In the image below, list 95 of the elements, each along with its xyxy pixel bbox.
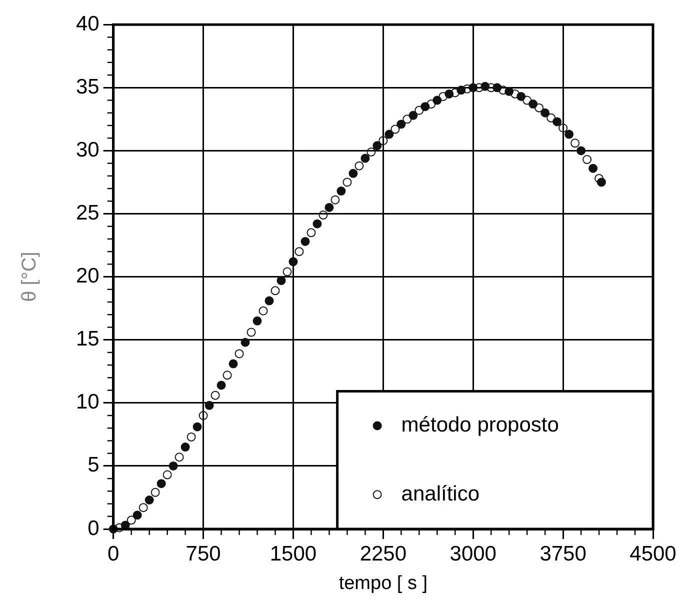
point xyxy=(582,155,592,164)
point xyxy=(162,470,172,480)
point xyxy=(510,89,520,98)
point xyxy=(180,442,190,452)
point xyxy=(444,89,454,98)
point xyxy=(258,306,268,316)
point xyxy=(528,100,538,109)
x-tick-label: 2250 xyxy=(360,542,407,566)
point xyxy=(192,422,202,432)
x-tick-label: 3750 xyxy=(540,542,586,566)
point xyxy=(138,503,148,512)
y-tick-label: 5 xyxy=(88,454,100,477)
point xyxy=(366,147,376,156)
point xyxy=(174,452,184,462)
point xyxy=(240,338,250,347)
point xyxy=(564,130,574,139)
point xyxy=(282,267,292,276)
point xyxy=(318,210,328,220)
point xyxy=(390,124,400,134)
point xyxy=(378,136,388,146)
point xyxy=(546,113,556,122)
point xyxy=(576,146,586,156)
point xyxy=(438,92,448,101)
point xyxy=(588,164,598,173)
y-tick-label: 0 xyxy=(88,516,100,540)
y-tick-label: 10 xyxy=(76,390,100,414)
point xyxy=(360,154,370,163)
point xyxy=(336,186,346,196)
point xyxy=(348,168,358,178)
x-tick-label: 4500 xyxy=(630,542,676,566)
point xyxy=(396,120,406,129)
point xyxy=(132,510,142,520)
point xyxy=(552,117,562,126)
point xyxy=(594,174,604,183)
point xyxy=(234,349,244,358)
point xyxy=(126,516,136,525)
point xyxy=(246,328,256,337)
point xyxy=(596,178,606,187)
point xyxy=(456,86,466,95)
point xyxy=(432,96,442,105)
point xyxy=(420,102,430,112)
point xyxy=(270,286,280,296)
point xyxy=(342,178,352,187)
point xyxy=(168,461,178,470)
y-tick-label: 35 xyxy=(76,75,100,98)
point xyxy=(288,257,298,266)
y-tick-label: 25 xyxy=(76,202,100,225)
point xyxy=(150,488,160,497)
point xyxy=(480,82,490,91)
point xyxy=(330,195,340,204)
y-tick-label: 15 xyxy=(76,328,100,351)
point xyxy=(198,411,208,420)
y-axis-title: θ [°C] xyxy=(18,252,41,302)
point xyxy=(570,138,580,148)
legend-label: analítico xyxy=(401,482,480,506)
point xyxy=(300,236,310,246)
point xyxy=(276,276,286,286)
y-tick-label: 20 xyxy=(76,264,100,288)
point xyxy=(534,103,544,112)
point xyxy=(186,432,196,442)
point xyxy=(324,202,334,212)
y-tick-label: 40 xyxy=(76,12,100,36)
point xyxy=(216,380,226,390)
x-tick-label: 750 xyxy=(186,542,221,566)
point xyxy=(222,370,232,380)
x-tick-label: 1500 xyxy=(270,542,317,566)
point xyxy=(372,141,382,150)
point xyxy=(504,86,514,96)
x-tick-label: 3000 xyxy=(450,542,496,566)
point xyxy=(522,96,532,105)
point xyxy=(492,83,502,92)
point xyxy=(354,161,364,170)
point xyxy=(312,219,322,228)
point xyxy=(414,106,424,115)
point xyxy=(306,228,316,238)
point xyxy=(426,100,436,109)
point xyxy=(144,495,154,504)
x-tick-label: 0 xyxy=(108,542,120,566)
y-tick-label: 30 xyxy=(76,138,100,162)
x-axis-title: tempo [ s ] xyxy=(338,572,428,594)
point xyxy=(252,316,262,326)
point xyxy=(294,247,304,256)
point xyxy=(228,359,238,368)
point xyxy=(204,400,214,410)
point xyxy=(540,108,550,118)
point xyxy=(408,110,418,120)
legend-label: método proposto xyxy=(401,414,559,437)
point xyxy=(558,124,568,132)
point xyxy=(156,479,166,488)
point xyxy=(402,114,412,124)
point xyxy=(210,390,220,400)
point xyxy=(384,130,394,139)
point xyxy=(516,92,526,101)
point xyxy=(468,83,478,92)
point xyxy=(264,296,274,306)
